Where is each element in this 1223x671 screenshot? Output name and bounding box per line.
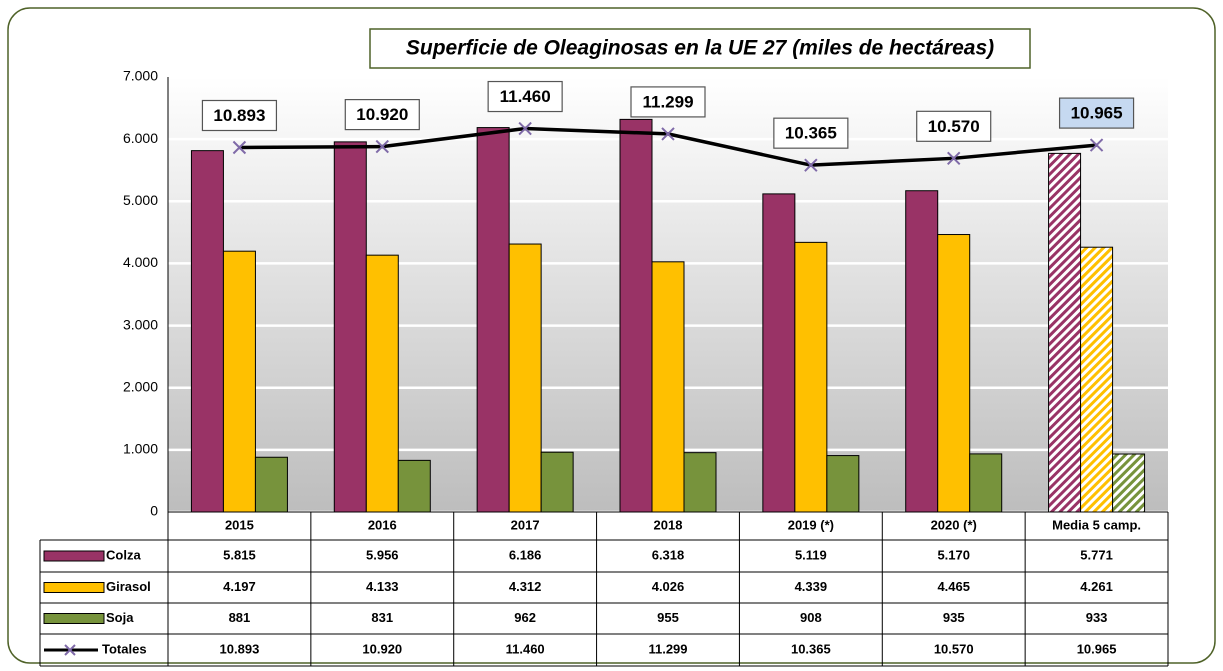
x-tick-label: 2020 (*) [931, 517, 977, 532]
bar [476, 127, 510, 513]
bar [1080, 246, 1114, 513]
bar [683, 452, 717, 513]
table-cell: 5.119 [795, 547, 827, 562]
data-label: 11.299 [642, 92, 693, 111]
table-cell: 11.299 [648, 641, 687, 656]
bar [1112, 453, 1146, 513]
table-cell: 955 [657, 610, 679, 625]
table-cell: 831 [371, 610, 393, 625]
bar [222, 250, 256, 513]
data-label: 10.365 [785, 124, 837, 143]
y-tick-label: 7.000 [123, 68, 158, 84]
y-tick-label: 0 [150, 503, 158, 519]
table-cell: 4.339 [795, 579, 828, 594]
data-label-box [344, 98, 420, 131]
x-tick-label: 2016 [368, 517, 397, 532]
legend-key [43, 582, 105, 593]
data-label: 11.460 [500, 87, 551, 106]
table-cell: 4.312 [509, 579, 542, 594]
data-label-box [201, 99, 278, 132]
bar [397, 459, 431, 513]
marker [518, 121, 532, 136]
x-tick-label: 2019 (*) [788, 517, 834, 532]
table-cell: 881 [229, 610, 251, 625]
table-cell: 4.261 [1080, 579, 1113, 594]
marker [661, 127, 675, 141]
legend-key [43, 550, 105, 562]
bar [619, 118, 653, 513]
bar [937, 234, 971, 513]
table-cell: 5.170 [937, 547, 970, 562]
table-cell: 10.570 [934, 641, 974, 656]
table-cell: 10.365 [791, 641, 831, 656]
table-cell: 908 [800, 610, 822, 625]
y-tick-label: 1.000 [123, 441, 158, 457]
bar [365, 254, 399, 513]
bar [969, 453, 1003, 513]
table-cell: 5.771 [1080, 547, 1113, 562]
table-cell: 5.956 [366, 547, 399, 562]
legend-key [43, 613, 105, 624]
legend-label: Girasol [106, 579, 151, 594]
marker [232, 140, 247, 155]
bar [826, 455, 860, 513]
marker [1089, 138, 1104, 152]
table-cell: 10.893 [220, 641, 260, 656]
table-cell: 962 [514, 610, 536, 625]
marker [947, 151, 961, 166]
table-cell: 4.133 [366, 579, 399, 594]
bar [905, 190, 939, 513]
bar [254, 456, 288, 513]
y-tick-label: 5.000 [123, 192, 158, 208]
bar [794, 241, 828, 513]
legend-label: Totales [102, 641, 147, 656]
data-label: 10.893 [213, 106, 265, 125]
table-cell: 4.026 [652, 579, 685, 594]
data-label-box [487, 80, 563, 113]
y-tick-label: 3.000 [123, 316, 158, 332]
data-label-box [916, 110, 992, 142]
table-cell: 6.186 [509, 547, 542, 562]
data-label: 10.920 [356, 105, 408, 124]
legend-key-marker [64, 644, 76, 656]
marker [375, 139, 389, 154]
table-cell: 10.920 [362, 641, 402, 656]
table-cell: 6.318 [652, 547, 685, 562]
table-cell: 5.815 [223, 547, 256, 562]
x-tick-label: 2018 [654, 517, 683, 532]
legend-label: Soja [106, 610, 134, 625]
legend-label: Colza [106, 547, 141, 562]
data-label-box [1058, 97, 1135, 129]
chart-title: Superficie de Oleaginosas en la UE 27 (m… [406, 37, 994, 60]
bar [762, 193, 796, 513]
table-cell: 4.465 [937, 579, 970, 594]
bar [540, 451, 574, 513]
y-tick-label: 2.000 [123, 378, 158, 394]
bar [190, 150, 224, 513]
x-tick-label: 2015 [225, 517, 254, 532]
bar [333, 141, 367, 513]
table-cell: 11.460 [506, 641, 545, 656]
bar [1048, 152, 1082, 513]
marker [804, 158, 818, 172]
y-tick-label: 4.000 [123, 254, 158, 270]
table-cell: 935 [943, 610, 965, 625]
data-label-box [773, 117, 849, 149]
bar [508, 243, 542, 513]
data-label: 10.570 [928, 117, 980, 136]
x-tick-label: 2017 [511, 517, 540, 532]
table-cell: 10.965 [1077, 641, 1117, 656]
y-tick-label: 6.000 [123, 130, 158, 146]
table-cell: 4.197 [223, 579, 256, 594]
x-tick-label: Media 5 camp. [1052, 517, 1141, 532]
data-label-box [630, 86, 706, 118]
data-label: 10.965 [1071, 104, 1123, 123]
table-cell: 933 [1086, 610, 1108, 625]
title-box [369, 28, 1031, 69]
bar [651, 261, 685, 513]
